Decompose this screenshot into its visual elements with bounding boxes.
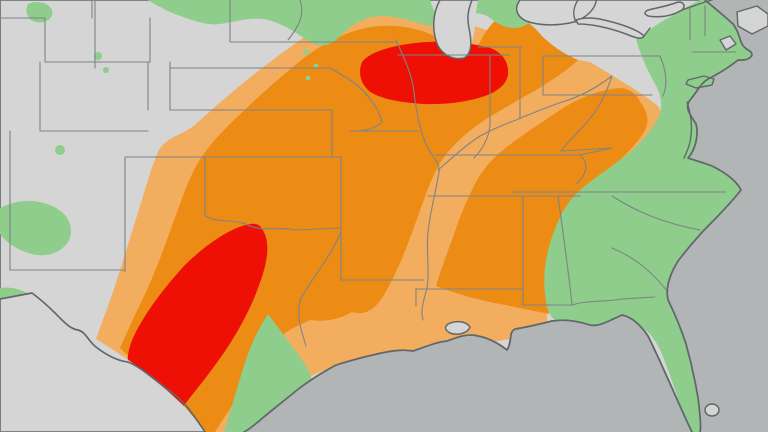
niagara-river <box>643 27 651 37</box>
lake-huron <box>515 0 597 26</box>
green-risk-dot-2 <box>94 52 102 60</box>
chesapeake-bay <box>683 101 693 159</box>
green-risk-dot-1 <box>55 145 65 155</box>
detroit-river <box>573 0 579 23</box>
lake-ontario <box>644 1 685 18</box>
rio-grande-river <box>0 292 206 432</box>
state-borders <box>0 0 737 347</box>
green-risk-dot-4 <box>303 49 309 55</box>
green-risk-area-newmexico-1 <box>0 200 72 256</box>
atlantic-gulf-coastline <box>243 0 753 432</box>
red-risk-area-texas <box>127 223 268 414</box>
coastal-island-small <box>719 35 737 51</box>
green-risk-dot-5 <box>313 63 319 69</box>
st-lawrence-river <box>681 0 713 11</box>
green-risk-area-montana-patch <box>26 2 53 23</box>
green-risk-dot-3 <box>103 67 109 73</box>
green-risk-dot-6 <box>305 75 311 81</box>
orange-risk-area-east <box>436 88 648 314</box>
lake-pontchartrain <box>444 320 471 335</box>
lake-okeechobee <box>704 403 720 417</box>
lake-michigan <box>433 0 473 60</box>
red-risk-area-north <box>360 41 509 105</box>
nova-scotia-landmass <box>736 5 768 35</box>
